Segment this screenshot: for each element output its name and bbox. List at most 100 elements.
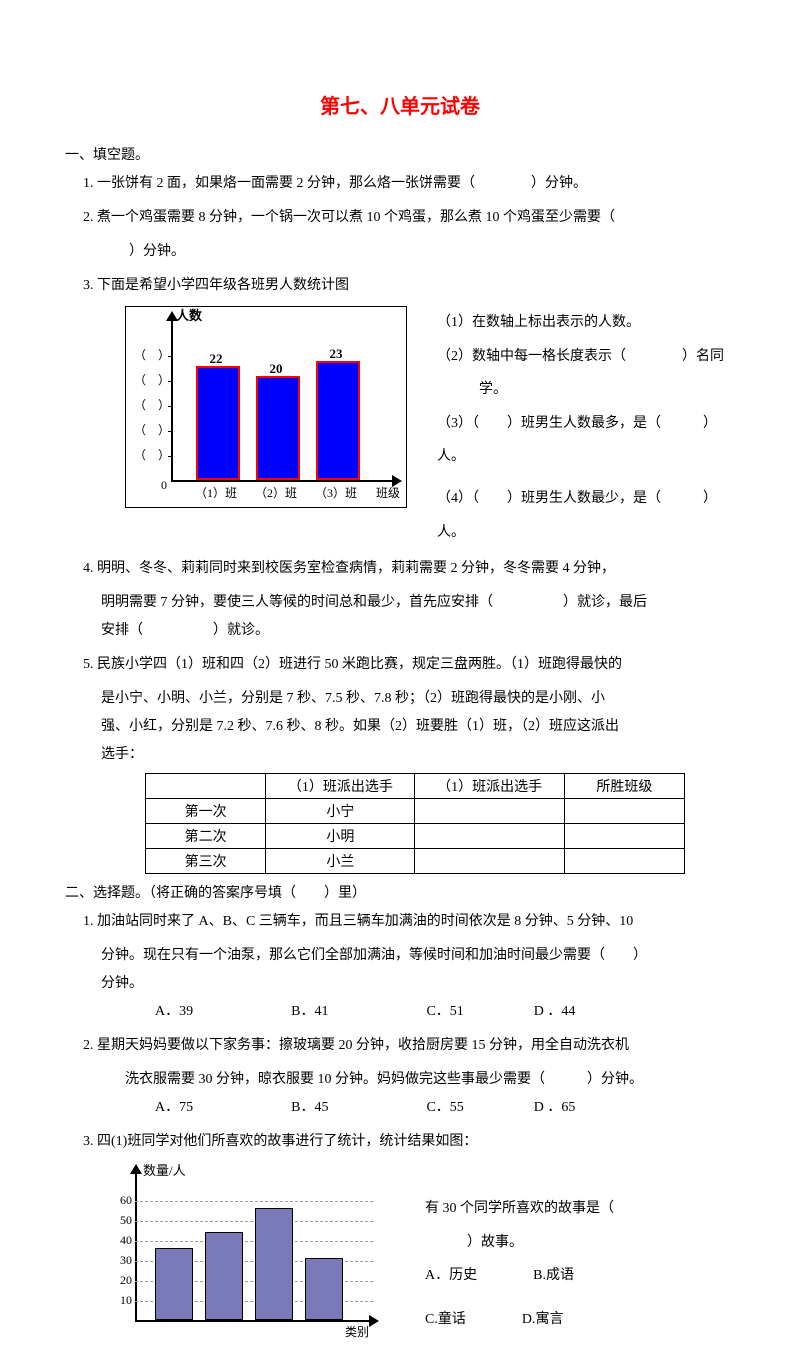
q2-line1: 2. 煮一个鸡蛋需要 8 分钟，一个锅一次可以煮 10 个鸡蛋，那么煮 10 个… <box>83 204 735 232</box>
chart2-x-arrow-icon <box>369 1315 379 1327</box>
table-row: 第三次 小兰 <box>146 849 685 874</box>
table-cell: 第三次 <box>146 849 266 874</box>
table-cell: （1）班派出选手 <box>266 774 415 799</box>
chart1-cat-1: （1）班 <box>186 484 246 501</box>
q4-line3: 安排（ ）就诊。 <box>101 617 735 645</box>
chart1-ytitle: 人数 <box>176 305 202 324</box>
table-cell: 小宁 <box>266 799 415 824</box>
s2q2-choices: A．75 B．45 C．55 D ．65 <box>155 1094 735 1122</box>
q4-line1: 4. 明明、冬冬、莉莉同时来到校医务室检查病情，莉莉需要 2 分钟，冬冬需要 4… <box>83 555 735 583</box>
page: 第七、八单元试卷 一、填空题。 1. 一张饼有 2 面，如果烙一面需要 2 分钟… <box>0 0 800 1362</box>
s2q3-side-d: C.童话 D.寓言 <box>425 1303 614 1337</box>
table-cell: 小明 <box>266 824 415 849</box>
q3-side: （1）在数轴上标出表示的人数。 （2）数轴中每一格长度表示（ ）名同 学。 （3… <box>437 306 735 549</box>
chart1-x-axis <box>171 480 396 482</box>
q3-sub2: （2）数轴中每一格长度表示（ ）名同 <box>437 340 735 374</box>
chart2-ylab: 40 <box>107 1233 132 1248</box>
chart2-y-axis <box>135 1170 137 1322</box>
chart2-ylab: 60 <box>107 1193 132 1208</box>
table-cell <box>564 849 684 874</box>
chart1-bar-3-label: 23 <box>316 346 356 362</box>
q5-line1: 5. 民族小学四（1）班和四（2）班进行 50 米跑比赛，规定三盘两胜。（1）班… <box>83 651 735 679</box>
section2-head: 二、选择题。（将正确的答案序号填（ ）里） <box>65 882 735 902</box>
chart2-ylab: 10 <box>107 1293 132 1308</box>
chart1-bar-1 <box>196 366 240 480</box>
chart1-bar-1-label: 22 <box>196 351 236 367</box>
table-row: 第二次 小明 <box>146 824 685 849</box>
table-cell <box>146 774 266 799</box>
s2q3-chart-row: 数量/人 10 20 30 40 50 60 类别 有 30 个同学所喜欢的故事… <box>105 1162 735 1342</box>
chart1-bar-2 <box>256 376 300 480</box>
q4-line2: 明明需要 7 分钟，要使三人等候的时间总和最少，首先应安排（ ）就诊，最后 <box>101 589 735 617</box>
q3-sub2b: 学。 <box>437 373 735 407</box>
chart1-tick: （ ） <box>134 396 168 413</box>
chart2-bar-3 <box>255 1208 293 1320</box>
q3-chart-row: 人数 （ ） （ ） （ ） （ ） （ ） 0 22 （1）班 20 （2）班… <box>125 306 735 549</box>
table-cell: 第二次 <box>146 824 266 849</box>
chart1-cat-3: （3）班 <box>306 484 366 501</box>
table-cell <box>415 824 564 849</box>
chart2-bar-1 <box>155 1248 193 1320</box>
q3-sub4: （4）（ ）班男生人数最少，是（ ）人。 <box>437 482 735 549</box>
s2q3-side-c: A．历史 B.成语 <box>425 1259 614 1293</box>
chart2-x-label: 类别 <box>345 1323 369 1340</box>
chart2-ylab: 20 <box>107 1273 132 1288</box>
chart1-bar-2-label: 20 <box>256 361 296 377</box>
q3-sub3: （3）（ ）班男生人数最多，是（ ）人。 <box>437 407 735 474</box>
chart1-y-axis <box>171 317 173 482</box>
table-row: （1）班派出选手 （1）班派出选手 所胜班级 <box>146 774 685 799</box>
chart1-tickmark <box>168 381 173 382</box>
s2q1-line3: 分钟。 <box>101 970 735 998</box>
chart2-gridline <box>135 1221 373 1222</box>
chart1-zero: 0 <box>161 478 167 493</box>
q1: 1. 一张饼有 2 面，如果烙一面需要 2 分钟，那么烙一张饼需要（ ）分钟。 <box>83 170 735 198</box>
spacer <box>437 474 735 482</box>
table-row: 第一次 小宁 <box>146 799 685 824</box>
table-cell <box>564 799 684 824</box>
table-cell <box>415 849 564 874</box>
chart1-tickmark <box>168 356 173 357</box>
chart1-cat-2: （2）班 <box>246 484 306 501</box>
table-cell <box>415 799 564 824</box>
s2q1-line2: 分钟。现在只有一个油泵，那么它们全部加满油，等候时间和加油时间最少需要（ ） <box>101 942 735 970</box>
q5-line4: 选手： <box>101 741 735 769</box>
table-cell: 第一次 <box>146 799 266 824</box>
table-cell: （1）班派出选手 <box>415 774 564 799</box>
chart1: 人数 （ ） （ ） （ ） （ ） （ ） 0 22 （1）班 20 （2）班… <box>125 306 407 508</box>
chart1-tick: （ ） <box>134 446 168 463</box>
chart2-bar-2 <box>205 1232 243 1320</box>
chart1-tickmark <box>168 456 173 457</box>
chart1-tick: （ ） <box>134 371 168 388</box>
chart2-x-axis <box>135 1320 373 1322</box>
s2q3-side: 有 30 个同学所喜欢的故事是（ ）故事。 A．历史 B.成语 C.童话 D.寓… <box>425 1162 614 1336</box>
s2q2-line1: 2. 星期天妈妈要做以下家务事：擦玻璃要 20 分钟，收拾厨房要 15 分钟，用… <box>83 1032 735 1060</box>
page-title: 第七、八单元试卷 <box>65 90 735 119</box>
chart2-ylab: 50 <box>107 1213 132 1228</box>
chart2-ylab: 30 <box>107 1253 132 1268</box>
chart2-ytitle: 数量/人 <box>143 1160 186 1179</box>
section1-head: 一、填空题。 <box>65 144 735 164</box>
s2q2-line2: 洗衣服需要 30 分钟，晾衣服要 10 分钟。妈妈做完这些事最少需要（ ）分钟。 <box>125 1066 735 1094</box>
chart2-gridline <box>135 1201 373 1202</box>
chart1-tickmark <box>168 406 173 407</box>
table-cell <box>564 824 684 849</box>
chart2: 数量/人 10 20 30 40 50 60 类别 <box>105 1162 375 1342</box>
chart1-x-label: 班级 <box>376 484 400 501</box>
q5-line3: 强、小红，分别是 7.2 秒、7.6 秒、8 秒。如果（2）班要胜（1）班，（2… <box>101 713 735 741</box>
s2q1-choices: A．39 B．41 C．51 D ．44 <box>155 998 735 1026</box>
q2-line2: ）分钟。 <box>101 238 735 266</box>
table-cell: 小兰 <box>266 849 415 874</box>
q5-table: （1）班派出选手 （1）班派出选手 所胜班级 第一次 小宁 第二次 小明 第三次… <box>145 773 685 874</box>
spacer <box>425 1293 614 1303</box>
s2q3-side-b: ）故事。 <box>425 1226 614 1260</box>
chart2-bar-4 <box>305 1258 343 1320</box>
s2q1-line1: 1. 加油站同时来了 A、B、C 三辆车，而且三辆车加满油的时间依次是 8 分钟… <box>83 908 735 936</box>
chart1-bar-3 <box>316 361 360 480</box>
q5-line2: 是小宁、小明、小兰，分别是 7 秒、7.5 秒、7.8 秒；（2）班跑得最快的是… <box>101 685 735 713</box>
table-cell: 所胜班级 <box>564 774 684 799</box>
q3-intro: 3. 下面是希望小学四年级各班男人数统计图 <box>83 272 735 300</box>
chart2-gridline <box>135 1241 373 1242</box>
s2q3-intro: 3. 四(1)班同学对他们所喜欢的故事进行了统计，统计结果如图： <box>83 1128 735 1156</box>
chart1-tick: （ ） <box>134 421 168 438</box>
s2q3-side-a: 有 30 个同学所喜欢的故事是（ <box>425 1192 614 1226</box>
